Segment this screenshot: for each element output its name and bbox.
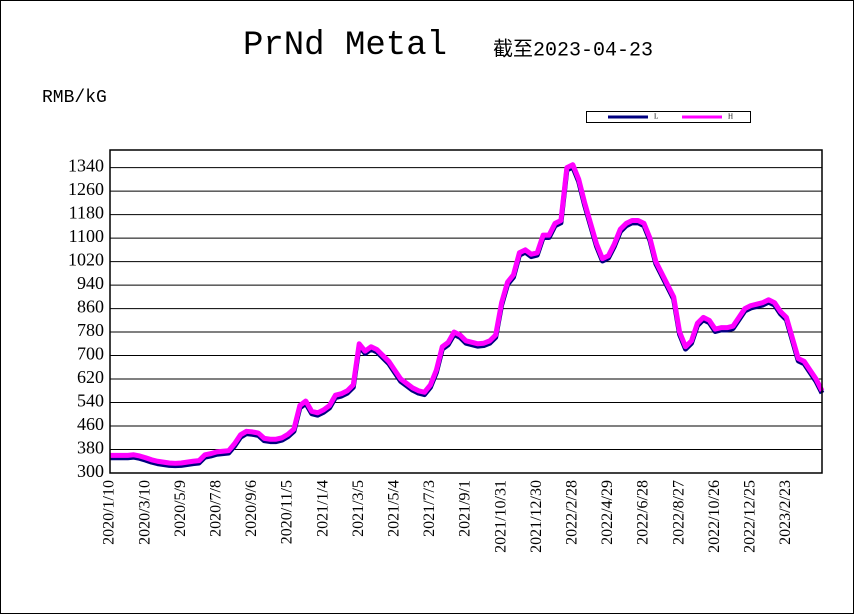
- y-tick-label: 300: [77, 461, 104, 481]
- y-tick-label: 860: [77, 297, 104, 317]
- series-line: [110, 162, 825, 466]
- y-axis-label: RMB/kG: [42, 88, 107, 108]
- x-tick-label: 2020/5/9: [172, 480, 189, 537]
- y-tick-label: 700: [77, 344, 104, 364]
- x-tick-label: 2020/9/6: [243, 480, 260, 537]
- y-tick-label: 1100: [69, 226, 104, 246]
- x-tick-label: 2021/1/4: [314, 480, 331, 537]
- x-tick-label: 2020/11/5: [279, 480, 296, 544]
- x-tick-label: 2021/10/31: [492, 480, 509, 553]
- legend-label: L: [654, 113, 658, 121]
- plot-frame: [109, 149, 823, 474]
- legend-label: H: [728, 113, 733, 121]
- x-tick-label: 2021/9/1: [457, 480, 474, 537]
- y-tick-label: 940: [77, 273, 104, 293]
- y-tick-label: 780: [77, 320, 104, 340]
- x-tick-label: 2022/10/26: [706, 480, 723, 553]
- x-tick-label: 2022/4/29: [599, 480, 616, 545]
- y-tick-label: 380: [77, 438, 104, 458]
- y-tick-label: 620: [77, 367, 104, 387]
- y-tick-label: 1340: [68, 156, 104, 176]
- y-tick-label: 1180: [69, 203, 104, 223]
- y-tick-label: 1260: [68, 179, 104, 199]
- x-tick-label: 2022/12/25: [741, 480, 758, 553]
- x-tick-label: 2021/3/5: [350, 480, 367, 537]
- x-tick-label: 2020/7/8: [207, 480, 224, 537]
- x-tick-label: 2020/1/10: [101, 480, 118, 545]
- x-tick-label: 2023/2/23: [777, 480, 794, 545]
- y-tick-label: 1020: [68, 250, 104, 270]
- x-tick-label: 2022/8/27: [670, 480, 687, 545]
- y-tick-label: 540: [77, 391, 104, 411]
- y-tick-label: 460: [77, 414, 104, 434]
- chart-title: PrNd Metal: [243, 27, 447, 65]
- x-tick-label: 2021/5/4: [385, 480, 402, 537]
- chart-subtitle: 截至2023-04-23: [493, 37, 653, 62]
- x-tick-label: 2022/2/28: [563, 480, 580, 545]
- x-tick-label: 2022/6/28: [635, 480, 652, 545]
- legend-box: [586, 111, 751, 123]
- x-tick-label: 2020/3/10: [136, 480, 153, 545]
- x-tick-label: 2021/7/3: [421, 480, 438, 537]
- x-tick-label: 2021/12/30: [528, 480, 545, 553]
